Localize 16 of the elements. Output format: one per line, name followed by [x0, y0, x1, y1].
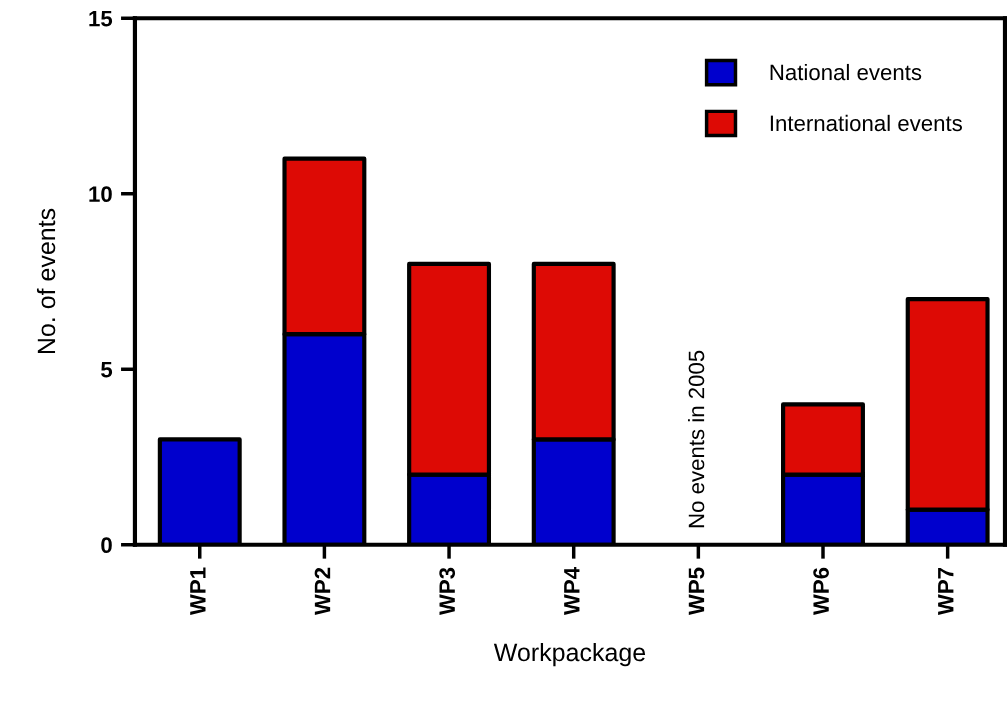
x-tick-label: WP6 [813, 567, 829, 616]
x-tick-label: WP1 [190, 567, 206, 616]
y-tick-label: 0 [101, 537, 112, 554]
x-tick-label: WP3 [439, 567, 456, 616]
legend-label: National events [770, 63, 922, 81]
legend-label: International events [770, 114, 962, 132]
x-tick-label: WP4 [564, 567, 580, 616]
y-axis-title: No. of events [36, 208, 56, 354]
y-tick-label: 10 [89, 186, 112, 203]
x-tick-label: WP5 [688, 567, 705, 616]
annotation: No events in 2005 [687, 350, 705, 528]
x-tick-label: WP7 [938, 567, 954, 616]
x-tick-label: WP2 [314, 567, 331, 616]
y-tick-label: 15 [89, 11, 113, 27]
x-axis-title: Workpackage [493, 642, 646, 667]
y-tick-label: 5 [101, 362, 113, 378]
